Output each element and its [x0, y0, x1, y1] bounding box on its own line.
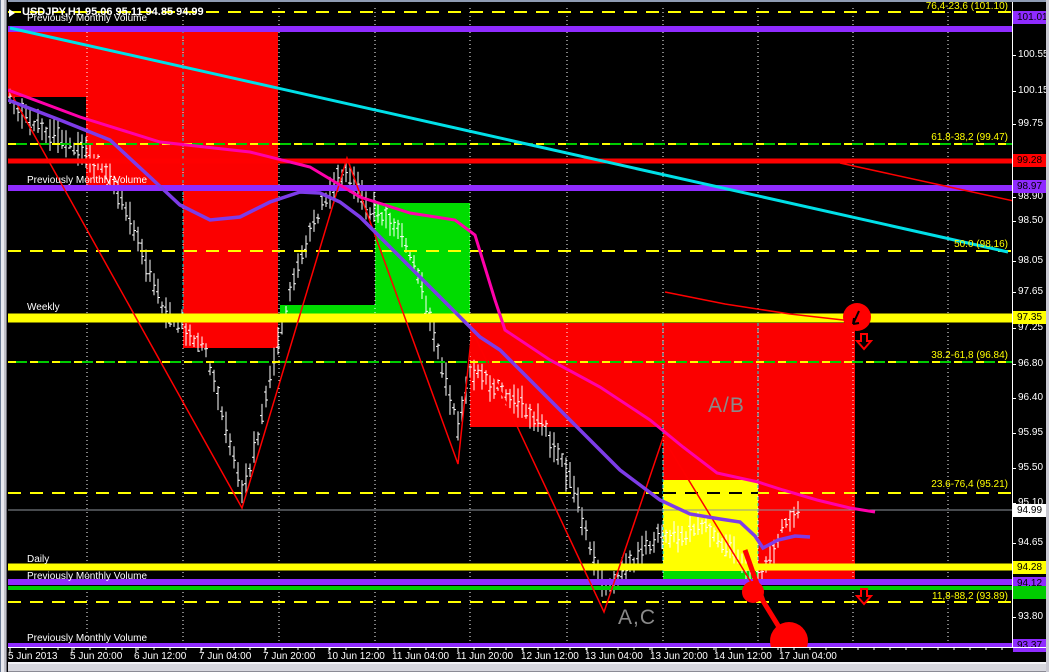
time-axis-label: 6 Jun 12:00 [134, 651, 187, 662]
price-axis-tickmark [1013, 398, 1016, 399]
price-axis-badge [1013, 586, 1047, 599]
price-axis-label: 99.75 [1018, 118, 1044, 129]
price-axis-badge: 98.97 [1013, 180, 1047, 193]
time-axis-label: 7 Jun 20:00 [263, 651, 316, 662]
chart-shift-icon[interactable] [9, 9, 15, 17]
wave-annotation[interactable]: A/B [708, 394, 745, 417]
signal-inner-arrow-icon [852, 310, 860, 325]
time-axis-label: 13 Jun 20:00 [650, 651, 708, 662]
wave-annotation[interactable]: A,C [618, 606, 657, 629]
fib-level-label: 76,4-23,6 (101.10) [925, 1, 1008, 12]
time-axis-label: 5 Jun 2013 [8, 651, 58, 662]
price-axis[interactable]: 101.01 100.55 100.15 99.75 99.28 98.97 98.90 98… [1013, 0, 1049, 652]
price-axis-label: 100.15 [1018, 85, 1049, 96]
price-axis-label: 93.80 [1018, 611, 1044, 622]
sell-signal-circle[interactable] [742, 581, 764, 603]
price-axis-label: 95.10 [1018, 497, 1044, 508]
window-border-bottom [0, 662, 1049, 672]
zigzag-line[interactable] [8, 87, 758, 615]
time-axis[interactable]: 5 Jun 2013 5 Jun 20:00 6 Jun 12:00 7 Jun 04… [8, 648, 1012, 663]
chart-title: USDJPY,H1 95.06 95.11 94.85 94.99 [22, 6, 204, 18]
ma-line-purple[interactable] [8, 98, 811, 551]
price-axis-tickmark [1013, 124, 1016, 125]
price-axis-label: 97.65 [1018, 286, 1044, 297]
price-axis-badge: 99.28 [1013, 154, 1047, 167]
price-axis-badge: 93.37 [1013, 639, 1047, 652]
price-axis-badge: 94.99 [1013, 504, 1047, 517]
price-axis-tickmark [1013, 543, 1016, 544]
price-axis-label: 98.90 [1018, 191, 1044, 202]
red-trend-segment[interactable] [664, 291, 853, 322]
price-axis-label: 98.50 [1018, 215, 1044, 226]
time-axis-label: 17 Jun 04:00 [779, 651, 837, 662]
window-border-left [0, 0, 8, 672]
price-axis-label: 95.95 [1018, 427, 1044, 438]
price-axis-label: 97.25 [1018, 322, 1044, 333]
price-axis-tickmark [1013, 364, 1016, 365]
price-axis-tickmark [1013, 91, 1016, 92]
price-axis-label: 94.65 [1018, 537, 1044, 548]
fib-level-label: 23.6-76,4 (95.21) [931, 479, 1008, 490]
sell-signal-circle[interactable] [770, 622, 808, 660]
price-axis-tickmark [1013, 433, 1016, 434]
bearish-zone-box[interactable] [470, 323, 663, 427]
descending-trendline[interactable] [9, 26, 1009, 254]
fib-level-label: 38.2-61,8 (96.84) [931, 350, 1008, 361]
fib-level-label: 11,8-88,2 (93.89) [932, 591, 1008, 602]
level-name-label: Previously Monthly Volume [27, 175, 148, 186]
time-axis-separator [8, 647, 1047, 648]
price-axis-tickmark [1013, 328, 1016, 329]
level-name-label: Daily [27, 554, 50, 565]
price-axis-label: 96.40 [1018, 392, 1044, 403]
price-axis-tickmark [1013, 503, 1016, 504]
price-axis-badge: 97.35 [1013, 311, 1047, 324]
time-axis-ticks [9, 648, 1003, 652]
ma-line-magenta[interactable] [8, 88, 876, 514]
fib-level-label: 61.8-38,2 (99.47) [931, 132, 1008, 143]
bearish-zone-box[interactable] [663, 323, 758, 480]
red-trend-segment[interactable] [839, 162, 1046, 208]
level-name-label: Previously Monthly Volume [27, 13, 148, 24]
level-name-label: Weekly [27, 302, 60, 313]
price-axis-separator [1012, 0, 1013, 648]
time-axis-label: 13 Jun 04:00 [585, 651, 643, 662]
fib-level-label: 50.0 (98.16) [954, 239, 1008, 250]
price-axis-label: 95.50 [1018, 462, 1044, 473]
time-axis-label: 14 Jun 12:00 [714, 651, 772, 662]
price-axis-label: 96.80 [1018, 358, 1044, 369]
sell-arrow-icon[interactable] [854, 333, 874, 351]
time-axis-label: 7 Jun 04:00 [199, 651, 252, 662]
time-axis-label: 10 Jun 12:00 [327, 651, 385, 662]
time-axis-label: 11 Jun 04:00 [392, 651, 450, 662]
sell-arrow-icon[interactable] [854, 588, 874, 606]
level-name-label: Previously Monthly Volume [27, 633, 148, 644]
price-axis-tickmark [1013, 197, 1016, 198]
window-border-right [1046, 0, 1049, 672]
price-axis-label: 98.05 [1018, 255, 1044, 266]
time-axis-label: 12 Jun 12:00 [521, 651, 579, 662]
level-name-label: Previously Monthly Volume [27, 571, 148, 582]
time-axis-label: 11 Jun 20:00 [456, 651, 514, 662]
price-axis-tickmark [1013, 261, 1016, 262]
price-axis-badge: 94.28 [1013, 561, 1047, 574]
window-border-top [0, 0, 1049, 2]
price-axis-tickmark [1013, 221, 1016, 222]
price-axis-tickmark [1013, 55, 1016, 56]
bearish-zone-box[interactable] [8, 30, 86, 97]
price-axis-tickmark [1013, 617, 1016, 618]
price-axis-tickmark [1013, 292, 1016, 293]
price-axis-label: 100.55 [1018, 49, 1049, 60]
price-axis-tickmark [1013, 468, 1016, 469]
time-axis-label: 5 Jun 20:00 [70, 651, 123, 662]
price-axis-badge: 101.01 [1013, 11, 1048, 24]
bullish-zone-box[interactable] [663, 571, 758, 580]
